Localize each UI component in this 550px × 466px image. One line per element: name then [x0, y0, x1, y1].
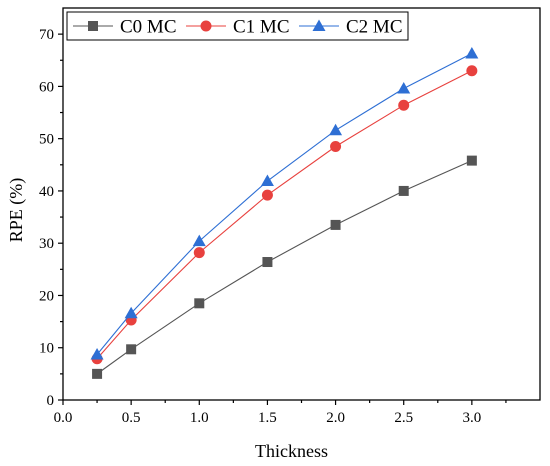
data-point [330, 141, 342, 153]
legend-label: C0 MC [120, 17, 177, 38]
y-tick-label: 40 [39, 184, 54, 200]
data-point [90, 348, 104, 360]
legend-marker [312, 19, 326, 31]
data-point [194, 298, 205, 309]
x-tick-label: 3.0 [462, 410, 481, 426]
data-point [261, 189, 273, 201]
series-line [96, 160, 473, 375]
legend-marker [88, 21, 98, 31]
legend-box [66, 11, 409, 41]
data-point [92, 368, 103, 379]
y-tick-label: 50 [39, 132, 54, 148]
legend-label: C1 MC [233, 17, 290, 38]
axes: 0.0 0.5 1.0 1.5 2.0 2.5 3.0 0 10 20 30 40 50 60 70 [39, 7, 541, 426]
y-tick-label: 70 [39, 27, 54, 43]
legend: C0 MC C1 MC C2 MC [66, 11, 409, 41]
x-tick-label: 2.0 [326, 410, 345, 426]
legend-item: C2 MC [299, 17, 403, 38]
data-point [260, 174, 274, 187]
data-point [124, 306, 138, 319]
data-point [192, 234, 206, 247]
x-tick-label: 2.5 [394, 410, 413, 426]
series-layer [90, 46, 479, 379]
x-tick-label: 1.0 [190, 410, 209, 426]
y-tick-label: 0 [47, 393, 55, 409]
data-point [193, 247, 205, 259]
series-c0-mc [92, 155, 477, 379]
legend-marker [200, 20, 212, 32]
data-point [398, 99, 410, 111]
x-tick-label: 0.0 [54, 410, 73, 426]
data-point [126, 344, 137, 355]
data-point [262, 257, 273, 268]
data-point [330, 219, 341, 230]
series-c1-mc [91, 65, 478, 365]
legend-label: C2 MC [346, 17, 403, 38]
y-axis-title: RPE (%) [6, 178, 27, 243]
series-c2-mc [90, 46, 479, 360]
data-point [398, 185, 409, 196]
y-tick-label: 10 [39, 341, 54, 357]
x-tick-label: 0.5 [122, 410, 141, 426]
legend-item: C1 MC [186, 17, 290, 38]
data-point [466, 155, 477, 166]
data-point [397, 81, 411, 94]
y-tick-label: 30 [39, 236, 54, 252]
series-line [96, 70, 473, 360]
data-point [465, 46, 479, 59]
data-point [329, 123, 343, 136]
x-axis-title: Thickness [255, 441, 328, 461]
y-tick-label: 60 [39, 79, 54, 95]
x-tick-label: 1.5 [258, 410, 277, 426]
legend-item: C0 MC [73, 17, 177, 38]
data-point [466, 65, 478, 77]
y-tick-label: 20 [39, 288, 54, 304]
